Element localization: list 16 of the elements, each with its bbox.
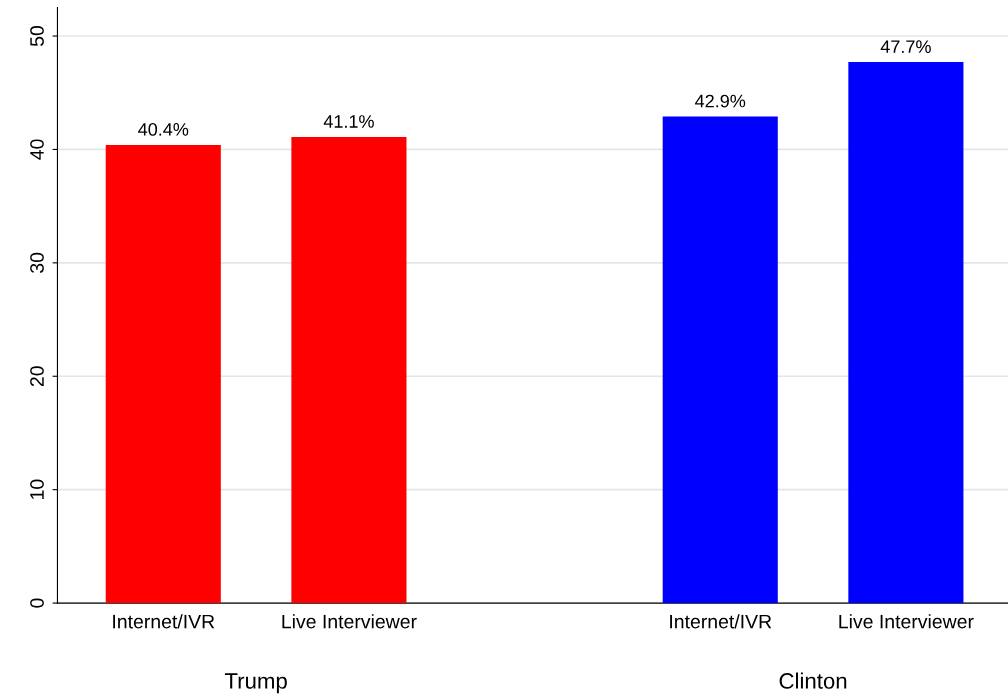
y-tick-label: 10 [30, 479, 44, 499]
y-tick-label: 20 [30, 366, 44, 387]
y-tick-label: 30 [30, 252, 44, 273]
y-tick-label: 0 [30, 598, 44, 608]
x-tick-label: Internet/IVR [670, 614, 772, 629]
data-label: 41.1% [323, 115, 374, 128]
x-tick-label: Live Interviewer [839, 614, 974, 629]
data-label: 42.9% [695, 94, 746, 108]
y-tick-label: 50 [30, 25, 44, 47]
data-label: 40.4% [138, 122, 189, 136]
text: Clinton [779, 672, 847, 689]
text: Trump [224, 673, 287, 694]
data-label: 47.7% [880, 40, 931, 53]
y-tick-label: 40 [30, 139, 44, 160]
x-tick-label: Internet/IVR [113, 614, 215, 629]
x-tick-label: Live Interviewer [282, 614, 417, 629]
